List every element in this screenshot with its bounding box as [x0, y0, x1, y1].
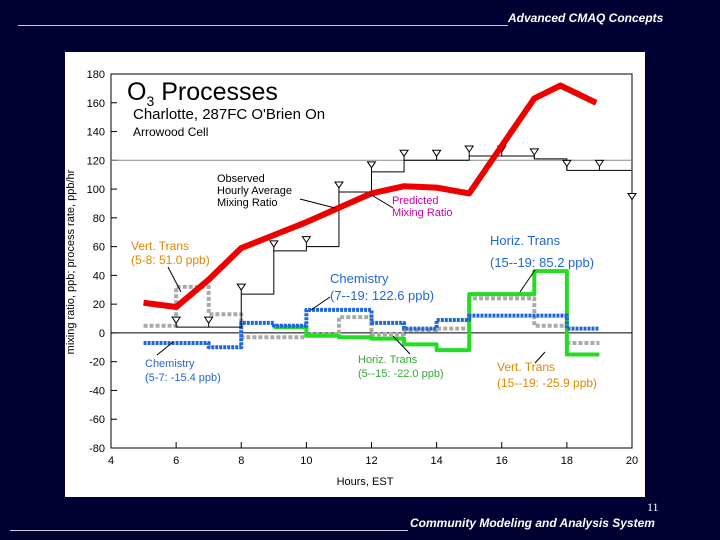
- x-tick-label: 6: [173, 455, 179, 467]
- series-chemistry: [143, 307, 600, 350]
- series-vert-trans: [143, 284, 600, 345]
- x-tick-label: 4: [108, 455, 114, 467]
- y-tick-label: 120: [87, 155, 105, 167]
- y-tick-label: 0: [99, 328, 105, 340]
- observed-marker: [627, 192, 637, 201]
- slide-number: 11: [647, 500, 659, 514]
- y-tick-label: 160: [87, 98, 105, 110]
- pointer-horiz-trans-early: [392, 335, 411, 355]
- observed-marker: [561, 159, 572, 168]
- observed-marker: [399, 149, 409, 158]
- y-tick-label: -80: [89, 443, 105, 455]
- y-tick-label: -20: [89, 357, 105, 369]
- observed-marker: [236, 283, 247, 291]
- pointer-chemistry-day: [310, 296, 331, 311]
- pointer-vert-trans-early: [167, 266, 182, 293]
- observed-marker: [203, 316, 214, 325]
- chart-title: O3 Processes: [127, 78, 278, 109]
- header-title: Advanced CMAQ Concepts: [508, 11, 664, 25]
- y-tick-label: 100: [87, 184, 105, 196]
- header-rule: [18, 25, 508, 26]
- series-horiz-trans: [273, 269, 600, 357]
- annotation-vert-trans-early: Vert. Trans (5-8: 51.0 ppb): [131, 239, 210, 267]
- chart-subtitle: Charlotte, 287FC O'Brien On: [133, 106, 325, 123]
- annotation-vert-trans-late: Vert. Trans (15--19: -25.9 ppb): [497, 360, 597, 390]
- y-tick-label: 60: [93, 242, 105, 254]
- observed-marker: [431, 149, 442, 158]
- x-tick-label: 8: [238, 455, 244, 467]
- x-tick-label: 18: [561, 455, 573, 467]
- observed-marker: [594, 159, 605, 168]
- x-axis-label: Hours, EST: [337, 476, 394, 488]
- x-tick-label: 10: [300, 455, 312, 467]
- y-axis-label: mixing ratio, ppb; process rate, ppb/hr: [65, 169, 77, 354]
- observed-marker: [366, 161, 377, 169]
- x-tick-label: 14: [431, 455, 443, 467]
- observed-marker: [171, 316, 182, 325]
- pointer-vert-trans-late: [534, 351, 546, 364]
- pointer-observed: [299, 198, 336, 209]
- annotation-horiz-trans-late: Horiz. Trans (15--19: 85.2 ppb): [490, 233, 594, 270]
- annotation-horiz-trans-early: Horiz. Trans (5--15: -22.0 ppb): [358, 354, 444, 380]
- y-tick-label: 20: [93, 299, 105, 311]
- y-tick-label: 40: [93, 270, 105, 282]
- observed-marker: [334, 181, 344, 189]
- footer-rule: [10, 530, 408, 531]
- pointer-horiz-trans-late: [519, 269, 536, 293]
- y-tick-label: 180: [87, 69, 105, 81]
- series-predicted: [143, 82, 598, 311]
- footer-title: Community Modeling and Analysis System: [410, 516, 655, 530]
- chart-subtitle-2: Arrowood Cell: [133, 125, 208, 139]
- x-tick-label: 12: [365, 455, 377, 467]
- y-tick-label: 80: [93, 213, 105, 225]
- chart-panel: -80 -60 -40 -20 0 20 40 60 80 100 120 140 160 180 4 6 8 1…: [65, 52, 645, 497]
- x-tick-label: 16: [496, 455, 508, 467]
- pointer-chemistry-early: [156, 341, 174, 356]
- y-tick-label: 140: [87, 127, 105, 139]
- observed-marker: [464, 145, 475, 153]
- pointer-predicted: [369, 193, 394, 209]
- annotation-predicted: Predicted Mixing Ratio: [392, 195, 453, 219]
- annotation-chemistry-day: Chemistry (7--19: 122.6 ppb): [330, 271, 434, 303]
- y-tick-label: -40: [89, 385, 105, 397]
- annotation-chemistry-early: Chemistry (5-7: -15.4 ppb): [145, 358, 221, 384]
- y-tick-label: -60: [89, 414, 105, 426]
- observed-marker: [301, 236, 312, 244]
- x-tick-label: 20: [626, 455, 638, 467]
- observed-marker: [529, 148, 540, 156]
- o3-process-chart: -80 -60 -40 -20 0 20 40 60 80 100 120 140 160 180 4 6 8 1…: [65, 69, 638, 488]
- observed-marker: [268, 240, 279, 248]
- series-observed: [176, 155, 633, 328]
- annotation-observed: Observed Hourly Average Mixing Ratio: [217, 173, 295, 209]
